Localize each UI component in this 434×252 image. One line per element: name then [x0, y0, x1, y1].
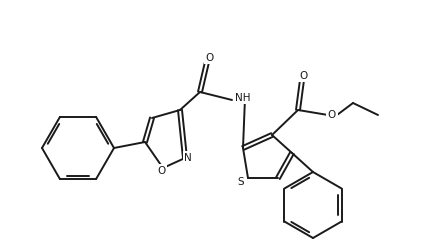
Text: N: N [184, 153, 192, 163]
Text: NH: NH [235, 93, 250, 103]
Text: O: O [157, 166, 165, 176]
Text: O: O [328, 110, 336, 120]
Text: S: S [238, 177, 244, 187]
Text: O: O [205, 53, 213, 63]
Text: O: O [299, 71, 307, 81]
